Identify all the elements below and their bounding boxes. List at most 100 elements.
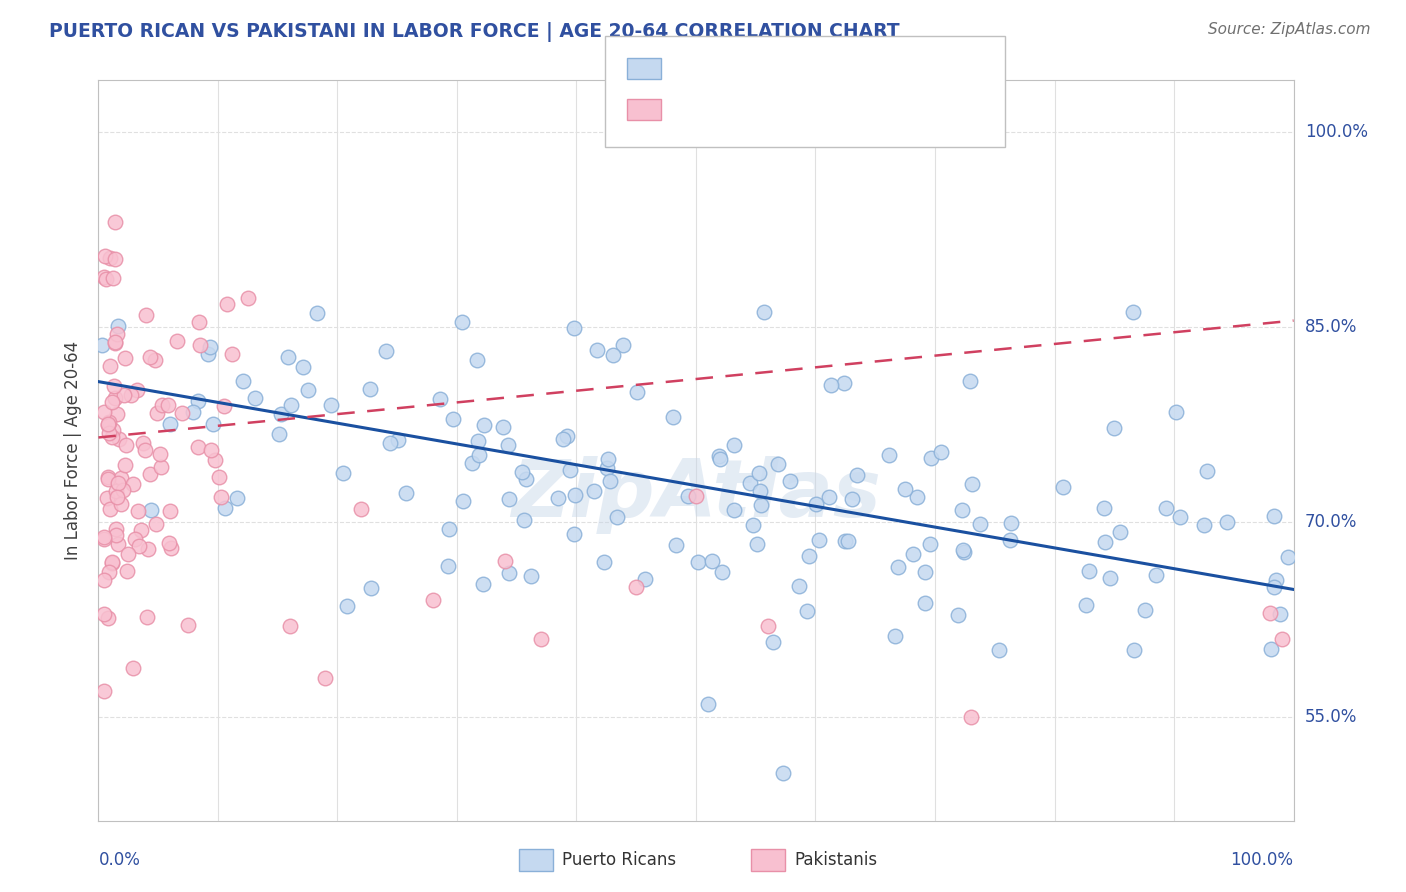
Point <box>918 536 941 550</box>
Point <box>817 490 839 504</box>
Point <box>429 392 451 406</box>
Point <box>156 398 179 412</box>
Point <box>1078 564 1101 578</box>
Point <box>467 434 489 448</box>
Point <box>166 334 188 349</box>
Point <box>808 533 831 547</box>
Point <box>1102 421 1125 435</box>
Point <box>1258 606 1281 620</box>
Point <box>678 489 700 503</box>
Point <box>474 417 496 432</box>
Point <box>841 491 863 506</box>
Point <box>221 347 243 361</box>
Point <box>952 543 974 558</box>
Point <box>97 472 120 486</box>
Point <box>564 488 586 502</box>
Text: 0.0%: 0.0% <box>98 851 141 869</box>
Point <box>105 483 128 498</box>
Point <box>553 432 575 446</box>
Point <box>953 545 976 559</box>
Text: 70.0%: 70.0% <box>1305 513 1357 531</box>
Point <box>738 476 761 491</box>
Point <box>291 359 314 374</box>
Point <box>747 537 769 551</box>
Point <box>277 350 299 364</box>
Point <box>107 475 129 490</box>
Point <box>378 436 401 450</box>
Point <box>360 581 382 595</box>
Text: 0.035: 0.035 <box>730 101 786 119</box>
Point <box>460 456 482 470</box>
Point <box>709 452 731 467</box>
Point <box>837 533 859 548</box>
Text: Pakistanis: Pakistanis <box>794 851 877 869</box>
Point <box>201 417 224 432</box>
Point <box>97 417 120 431</box>
Point <box>101 556 124 570</box>
Point <box>139 467 162 482</box>
Point <box>929 445 952 459</box>
Point <box>387 433 409 447</box>
Point <box>97 470 120 484</box>
Point <box>110 497 132 511</box>
Point <box>280 398 302 412</box>
Point <box>583 483 606 498</box>
Point <box>103 423 125 437</box>
Point <box>772 766 794 780</box>
Point <box>98 251 121 265</box>
Point <box>93 683 115 698</box>
Point <box>555 429 578 443</box>
Point <box>332 467 354 481</box>
Point <box>530 632 553 646</box>
Point <box>267 426 290 441</box>
Point <box>834 534 856 549</box>
Point <box>1099 571 1122 585</box>
Point <box>562 321 585 335</box>
Point <box>787 579 810 593</box>
Point <box>198 340 221 354</box>
Point <box>441 412 464 426</box>
Point <box>315 671 337 685</box>
Point <box>920 450 942 465</box>
Point <box>626 384 648 399</box>
Point <box>969 516 991 531</box>
Point <box>104 252 127 267</box>
Point <box>422 592 444 607</box>
Point <box>107 536 129 550</box>
Point <box>697 697 720 711</box>
Point <box>762 634 785 648</box>
Point <box>93 270 115 285</box>
Point <box>157 536 180 550</box>
Point <box>112 388 135 402</box>
Point <box>93 531 115 545</box>
Point <box>104 334 127 349</box>
Text: 146: 146 <box>884 60 922 78</box>
Point <box>107 318 129 333</box>
Point <box>562 526 585 541</box>
Point <box>139 503 162 517</box>
Point <box>104 215 127 229</box>
Point <box>305 305 328 319</box>
Point <box>998 533 1021 547</box>
Point <box>200 442 222 457</box>
Point <box>278 619 301 633</box>
Text: ZipAtlas: ZipAtlas <box>510 456 882 534</box>
Point <box>93 607 115 622</box>
Text: 55.0%: 55.0% <box>1305 707 1357 726</box>
Y-axis label: In Labor Force | Age 20-64: In Labor Force | Age 20-64 <box>65 341 83 560</box>
Point <box>1216 515 1239 529</box>
Point <box>884 629 907 643</box>
Text: 102: 102 <box>884 101 922 119</box>
Point <box>104 392 127 406</box>
Point <box>94 272 117 286</box>
Point <box>596 451 619 466</box>
Point <box>108 432 131 446</box>
Point <box>187 440 209 454</box>
Point <box>820 377 842 392</box>
Point <box>132 436 155 450</box>
Point <box>748 483 770 498</box>
Point <box>297 383 319 397</box>
Point <box>135 308 157 322</box>
Point <box>94 249 117 263</box>
Point <box>494 554 516 568</box>
